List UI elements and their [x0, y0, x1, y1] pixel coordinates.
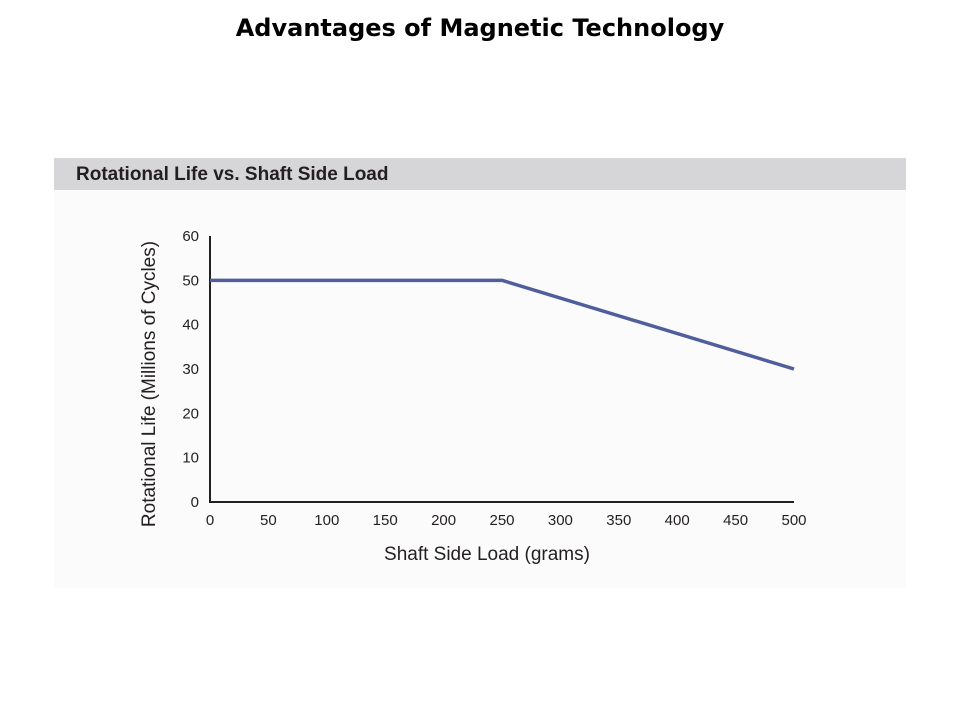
series-group: [210, 278, 795, 371]
y-tick-label: 0: [191, 494, 199, 511]
y-tick-label: 40: [182, 317, 199, 334]
x-tick-label: 150: [373, 512, 398, 529]
y-tick-labels: 0 10 20 30 40 50 60: [182, 228, 199, 511]
chart-title: Rotational Life vs. Shaft Side Load: [76, 164, 389, 185]
y-axis-title: Rotational Life (Millions of Cycles): [139, 241, 160, 527]
slide-title: Advantages of Magnetic Technology: [235, 14, 725, 42]
y-tick-label: 60: [182, 228, 199, 245]
x-tick-label: 450: [723, 512, 748, 529]
x-tick-label: 100: [314, 512, 339, 529]
x-tick-label: 300: [548, 512, 573, 529]
y-tick-label: 50: [182, 272, 199, 289]
x-tick-label: 250: [489, 512, 514, 529]
x-tick-label: 200: [431, 512, 456, 529]
chart-header: Rotational Life vs. Shaft Side Load: [54, 158, 906, 190]
x-tick-label: 500: [781, 512, 806, 529]
x-tick-label: 400: [665, 512, 690, 529]
x-tick-labels: 0 50 100 150 200 250 300 350 400 450 500: [206, 512, 807, 529]
x-tick-label: 50: [260, 512, 277, 529]
x-tick-label: 0: [206, 512, 214, 529]
y-tick-label: 30: [182, 361, 199, 378]
y-tick-label: 10: [182, 450, 199, 467]
chart-panel: [54, 158, 906, 588]
y-tick-label: 20: [182, 405, 199, 422]
x-axis-title: Shaft Side Load (grams): [384, 544, 590, 565]
series-line: [210, 278, 795, 371]
x-tick-label: 350: [606, 512, 631, 529]
